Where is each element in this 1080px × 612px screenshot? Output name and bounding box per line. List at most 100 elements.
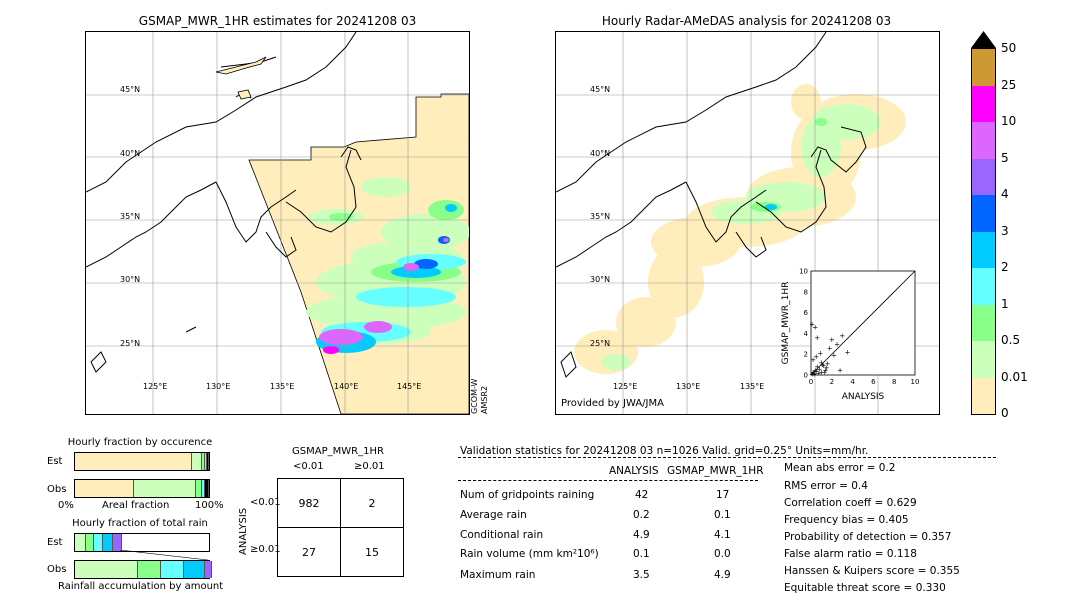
left-map-graphic (86, 32, 469, 414)
row-a-4: 3.5 (633, 569, 650, 581)
colorbar-label: 3 (1001, 223, 1009, 238)
scatter-ytick: 10 (799, 268, 808, 276)
side-label-gcom: GCOM-W (470, 378, 479, 414)
colorbar-label: 2 (1001, 260, 1009, 274)
scatter-point: + (811, 369, 817, 377)
fraction-segment (112, 534, 122, 551)
scatter-point: + (815, 369, 821, 377)
colorbar-segment (972, 195, 995, 232)
fraction-segment (75, 453, 192, 470)
totalrain-bar-est (74, 533, 210, 552)
scatter-ytick: 2 (804, 351, 808, 359)
left-map-panel: 45°N 40°N 35°N 30°N 25°N 125°E 130°E 135… (85, 31, 470, 415)
right-coastlines (556, 32, 867, 378)
right-map-title: Hourly Radar-AMeDAS analysis for 2024120… (601, 14, 892, 28)
occ-tick-0: 0% (58, 500, 74, 511)
contingency-col1: <0.01 (293, 461, 324, 472)
row-g-3: 0.0 (714, 548, 731, 560)
left-lon-label-140: 140°E (334, 382, 359, 391)
colorbar-segment (972, 304, 995, 341)
right-lat-label-45: 45°N (590, 85, 611, 94)
score-3: Frequency bias = 0.405 (784, 514, 909, 526)
scatter-point: + (823, 366, 829, 374)
fraction-segment (133, 480, 196, 497)
scatter-point: + (809, 370, 815, 378)
colorbar-segment (972, 268, 995, 305)
cell-2-2: 15 (340, 527, 404, 577)
row-g-0: 17 (716, 489, 730, 501)
cell-1-2: 2 (340, 478, 404, 528)
row-label-2: Conditional rain (460, 529, 544, 541)
scatter-ytick: 0 (804, 372, 808, 380)
left-lon-label-125: 125°E (143, 382, 168, 391)
scatter-point: + (825, 360, 831, 368)
scatter-point: + (814, 363, 820, 371)
colorbar-segment (972, 231, 995, 268)
score-7: Equitable threat score = 0.330 (784, 582, 946, 594)
left-lon-label-135: 135°E (270, 382, 295, 391)
scatter-point: + (817, 350, 823, 358)
contingency-row1: <0.01 (250, 497, 281, 508)
fraction-segment (137, 561, 161, 578)
colorbar-segment (972, 85, 995, 122)
right-lat-label-35: 35°N (590, 212, 611, 221)
fraction-segment (75, 480, 134, 497)
fraction-segment (195, 480, 203, 497)
colorbar-label: 0.5 (1001, 333, 1021, 347)
cell-2-1: 27 (277, 527, 341, 577)
fraction-segment (204, 453, 207, 470)
fraction-segment (191, 453, 203, 470)
row-a-2: 4.9 (633, 529, 650, 541)
row-label-3: Rain volume (mm km²10⁶) (460, 548, 599, 560)
col-gsmap: GSMAP_MWR_1HR (667, 465, 764, 477)
scatter-ylabel: GSMAP_MWR_1HR (781, 282, 791, 365)
scatter-point: + (831, 352, 837, 360)
scatter-point: + (827, 344, 833, 352)
scatter-point: + (839, 332, 845, 340)
totalrain-connector (119, 550, 208, 560)
right-lon-label-135: 135°E (740, 382, 765, 391)
scatter-point: + (813, 353, 819, 361)
left-lon-label-130: 130°E (206, 382, 231, 391)
contingency-table: 982 2 27 15 (277, 478, 404, 577)
left-lat-label-25: 25°N (120, 339, 141, 348)
scatter-ytick: 6 (804, 309, 809, 317)
inset-scatter: +++++++++++++++++++++++++++++ + 00 2 2 4 4 6 6 8… (781, 268, 919, 403)
scatter-point: + (829, 336, 835, 344)
score-4: Probability of detection = 0.357 (784, 531, 952, 543)
occ-tick-100: 100% (195, 500, 224, 511)
scatter-point: + (809, 321, 815, 329)
tot-label-obs: Obs (47, 564, 67, 575)
col-analysis: ANALYSIS (609, 465, 659, 477)
fraction-segment (206, 453, 209, 470)
occ-label-obs: Obs (47, 484, 67, 495)
left-lat-label-30: 30°N (120, 275, 141, 284)
row-a-1: 0.2 (633, 509, 650, 521)
occ-xlabel: Areal fraction (102, 500, 170, 511)
colorbar-label: 0.01 (1001, 369, 1028, 384)
score-1: RMS error = 0.4 (784, 480, 868, 492)
right-lat-label-30: 30°N (590, 275, 611, 284)
score-2: Correlation coeff = 0.629 (784, 497, 917, 509)
left-lat-label-35: 35°N (120, 212, 141, 221)
scatter-points: +++++++++++++++++++++++++++++ + (809, 321, 850, 379)
fraction-segment (160, 561, 184, 578)
occ-label-est: Est (47, 456, 63, 467)
scatter-point: + (812, 366, 818, 374)
scatter-xtick: 8 (892, 378, 896, 386)
scatter-point: + (834, 340, 840, 348)
scatter-ytick: 8 (804, 288, 808, 296)
colorbar-segment (972, 49, 995, 86)
colorbar-segment (972, 122, 995, 159)
left-lat-label-45: 45°N (120, 85, 141, 94)
right-map-panel: 45°N 40°N 35°N 30°N 25°N 125°E 130°E 135… (555, 31, 940, 415)
fraction-segment (75, 534, 86, 551)
right-lat-label-25: 25°N (590, 339, 611, 348)
left-coastlines (86, 32, 362, 373)
occurrence-bar-obs (74, 479, 210, 498)
scatter-point: + (822, 368, 828, 376)
tot-xlabel: Rainfall accumulation by amount (58, 581, 224, 592)
cell-1-1: 982 (277, 478, 341, 528)
fraction-segment (204, 480, 209, 497)
scatter-point: + (844, 349, 850, 357)
